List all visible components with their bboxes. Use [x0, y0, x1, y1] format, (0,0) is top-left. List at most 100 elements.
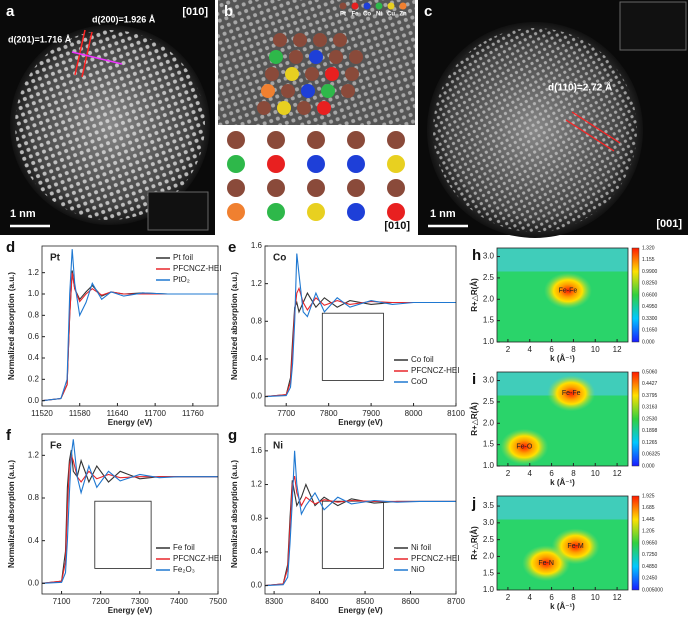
colorbar-label: 0.2530 — [642, 416, 658, 422]
contour-edge — [497, 248, 628, 272]
atom — [261, 84, 275, 98]
y-tick-label: 0.0 — [28, 396, 40, 405]
x-tick-label: 8 — [571, 345, 576, 354]
x-tick-label: 8500 — [356, 597, 374, 606]
y-tick-label: 1.6 — [251, 446, 263, 455]
atom-model — [227, 131, 405, 221]
colorbar-label: 0.4950 — [642, 304, 658, 310]
atom — [267, 131, 285, 149]
plot-frame — [264, 433, 457, 595]
atom — [227, 155, 245, 173]
legend-label: CoO — [411, 377, 427, 386]
panel-label: a — [6, 3, 15, 20]
colorbar-label: 0.3795 — [642, 393, 658, 399]
y-axis-title: R+△R(Å) — [470, 402, 479, 436]
panel-label: b — [224, 3, 233, 20]
legend-label: Ni foil — [411, 543, 431, 552]
legend-dot — [339, 2, 347, 10]
colorbar-label: 0.5060 — [642, 369, 658, 375]
y-tick-label: 1.2 — [28, 450, 40, 459]
y-tick-label: 0.0 — [251, 581, 263, 590]
element-label: Co — [273, 253, 286, 264]
y-tick-label: 1.2 — [28, 268, 40, 277]
x-tick-label: 8700 — [447, 597, 465, 606]
x-axis-title: k (Å⁻¹) — [550, 478, 575, 487]
element-label: Ni — [273, 441, 283, 452]
atom — [281, 84, 295, 98]
x-tick-label: 4 — [528, 469, 533, 478]
y-tick-label: 1.2 — [251, 480, 263, 489]
inset-box — [321, 312, 384, 381]
colorbar-label: 1.205 — [642, 529, 655, 535]
colorbar-label: 0.4427 — [642, 381, 658, 387]
legend-dot — [399, 2, 407, 10]
legend-dot — [363, 2, 371, 10]
x-axis-title: Energy (eV) — [338, 606, 383, 615]
atom — [257, 101, 271, 115]
legend-label: NiO — [411, 565, 425, 574]
x-tick-label: 7200 — [92, 597, 110, 606]
atom — [387, 179, 405, 197]
legend-label: Zn — [399, 12, 407, 18]
panel-label: g — [228, 427, 237, 444]
lattice — [15, 30, 205, 220]
y-tick-label: 2.0 — [483, 294, 495, 303]
atom — [347, 203, 365, 221]
atom — [285, 67, 299, 81]
series-line — [264, 480, 456, 587]
atom — [227, 131, 245, 149]
atom — [329, 50, 343, 64]
x-tick-label: 11580 — [69, 409, 91, 418]
x-tick-label: 7900 — [362, 409, 380, 418]
x-tick-label: 6 — [549, 469, 554, 478]
colorbar-label: 0.3163 — [642, 405, 658, 411]
panel-label: f — [6, 427, 12, 444]
x-tick-label: 2 — [506, 345, 511, 354]
atom — [387, 203, 405, 221]
legend-label: PFCNCZ-HEI — [411, 366, 459, 375]
zone-axis: [001] — [656, 218, 682, 230]
atom — [325, 67, 339, 81]
atom — [321, 84, 335, 98]
y-tick-label: 0.8 — [251, 513, 263, 522]
x-tick-label: 7300 — [131, 597, 149, 606]
x-tick-label: 12 — [613, 345, 622, 354]
x-tick-label: 6 — [549, 593, 554, 602]
y-tick-label: 2.0 — [483, 418, 495, 427]
legend-label: Pt foil — [173, 253, 193, 262]
legend-dot — [351, 2, 359, 10]
colorbar-label: 1.445 — [642, 517, 655, 523]
atom — [313, 33, 327, 47]
atom — [227, 179, 245, 197]
colorbar-label: 0.3300 — [642, 316, 658, 322]
contour-edge — [497, 496, 628, 520]
colorbar — [631, 247, 640, 343]
y-axis-title: R+△R(Å) — [470, 526, 479, 560]
series-line — [41, 453, 218, 584]
panel-label: i — [472, 371, 476, 388]
x-tick-label: 8 — [571, 593, 576, 602]
colorbar-label: 0.000 — [642, 463, 655, 469]
atom — [347, 155, 365, 173]
peak-label: Fe-Fe — [559, 288, 578, 295]
colorbar-label: 0.1650 — [642, 328, 658, 334]
atom — [387, 131, 405, 149]
legend-label: Fe foil — [173, 543, 195, 552]
atom-overlay — [257, 33, 363, 115]
legend-dot — [375, 2, 383, 10]
d-spacing: d(110)=2.72 Å — [548, 81, 612, 94]
fringe-mark — [565, 119, 615, 152]
colorbar-label: 0.06325 — [642, 452, 660, 458]
colorbar-label: 0.000 — [642, 339, 655, 345]
y-tick-label: 3.5 — [483, 501, 495, 510]
peak-label: Fe-O — [516, 444, 533, 451]
x-tick-label: 7400 — [170, 597, 188, 606]
fringe-mark — [571, 111, 621, 144]
plot-frame — [41, 433, 219, 595]
plot-frame — [496, 371, 629, 467]
charts: d Pt foil PFCNCZ-HEI PtO₂ Pt 11520 11580 11640 1… — [6, 239, 663, 615]
peak-label: Fe-Fe — [562, 390, 581, 397]
atom — [267, 155, 285, 173]
atom — [333, 33, 347, 47]
